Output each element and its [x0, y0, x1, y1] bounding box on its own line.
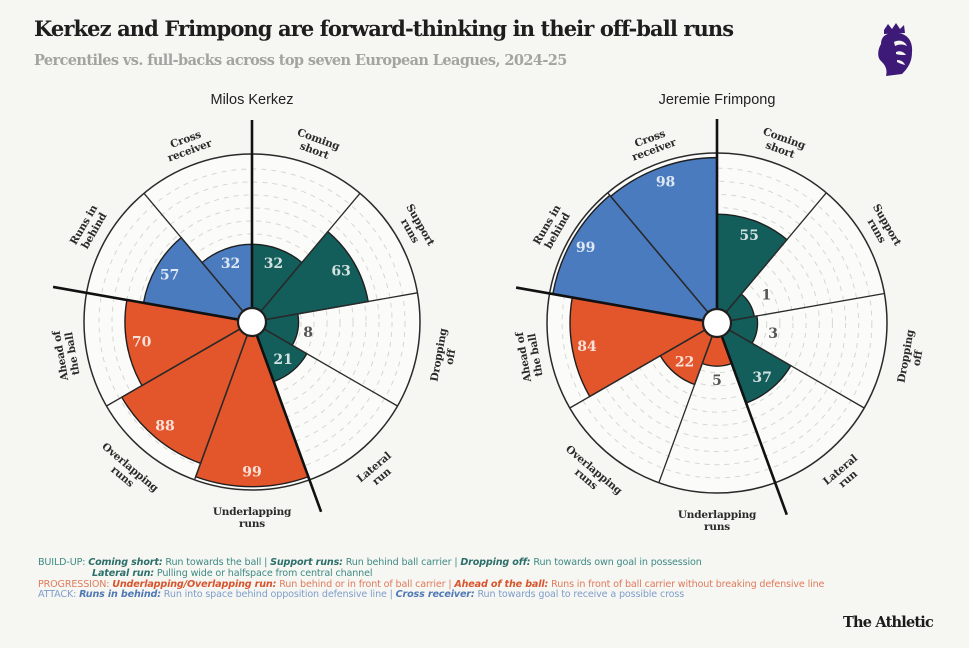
the-athletic-logo: The Athletic — [843, 614, 934, 631]
group-separator — [255, 334, 323, 513]
grid-circle — [111, 181, 393, 463]
spoke-line — [263, 328, 398, 407]
legend-build-up-line2: Lateral run: Pulling wide or halfspace f… — [92, 567, 373, 579]
spoke-line — [265, 292, 418, 321]
center-hole — [236, 306, 268, 338]
legend-attack: ATTACK: Runs in behind: Run into space b… — [38, 589, 685, 601]
category-label: Comingshort — [291, 126, 342, 164]
center-hole — [701, 307, 733, 339]
value-label: 32 — [264, 256, 283, 272]
grid-circle — [137, 207, 367, 437]
category-label: Lateralrun — [821, 452, 868, 497]
value-label: 99 — [242, 465, 261, 481]
polar-charts: Milos Kerkez 32 63 8 21 99 88 70 57 32 Comingshort… — [50, 92, 929, 533]
category-label: Droppingoff — [896, 328, 929, 386]
value-label: 84 — [577, 339, 597, 355]
value-label: 88 — [155, 419, 174, 435]
legend-build-up: BUILD-UP: Coming short: Run towards the … — [38, 557, 702, 568]
group-separator — [52, 285, 239, 321]
legend: BUILD-UP: Coming short: Run towards the … — [38, 557, 825, 601]
spoke-line — [730, 292, 885, 322]
premier-league-lion-icon — [878, 23, 913, 76]
grid-circle — [150, 220, 354, 424]
legend-progression: PROGRESSION: Underlapping/Overlapping ru… — [38, 578, 825, 590]
spoke-line — [725, 192, 827, 313]
category-label: Droppingoff — [429, 327, 462, 385]
grid-circle — [124, 194, 380, 450]
spoke-line — [607, 192, 709, 313]
group-separator — [720, 335, 788, 516]
chart-title: Kerkez and Frimpong are forward-thinking… — [34, 16, 734, 41]
category-label: Comingshort — [757, 126, 808, 164]
category-label: Crossreceiver — [626, 125, 678, 164]
category-label: Underlapping runs — [213, 506, 292, 530]
player-name: Milos Kerkez — [211, 92, 294, 108]
grid-circle — [640, 246, 794, 400]
value-label: 32 — [221, 256, 240, 272]
chart-subtitle: Percentiles vs. full-backs across top se… — [34, 52, 567, 69]
value-label: 99 — [576, 240, 595, 256]
category-label: Ahead ofthe ball — [513, 328, 546, 384]
frimpong-polar-chart: Jeremie Frimpong 55 1 3 37 5 22 84 99 98 Comingsho… — [513, 92, 929, 533]
value-label: 57 — [160, 267, 179, 283]
category-label: Crossreceiver — [162, 126, 214, 165]
grid-circle — [574, 180, 860, 466]
spoke-line — [569, 329, 706, 409]
spoke-line — [193, 334, 248, 481]
value-label: 5 — [712, 373, 722, 389]
value-label: 37 — [752, 370, 771, 386]
value-label: 55 — [739, 228, 758, 244]
spoke-line — [728, 329, 865, 409]
value-label: 3 — [768, 326, 778, 342]
value-label: 22 — [675, 355, 694, 371]
category-label: Lateralrun — [355, 450, 402, 495]
category-label: Underlapping runs — [678, 509, 757, 533]
value-label: 70 — [132, 334, 152, 350]
value-label: 8 — [303, 325, 313, 341]
kerkez-polar-chart: Milos Kerkez 32 63 8 21 99 88 70 57 32 Comingshort… — [50, 92, 462, 530]
category-label: Ahead ofthe ball — [50, 326, 83, 382]
spoke-line — [260, 192, 361, 312]
spoke-line — [658, 335, 713, 483]
value-label: 21 — [273, 352, 292, 368]
player-name: Jeremie Frimpong — [659, 92, 776, 108]
grid-circle — [627, 233, 807, 413]
value-label: 1 — [761, 288, 771, 304]
value-label: 63 — [331, 264, 350, 280]
spoke-line — [106, 328, 241, 407]
group-separator — [515, 286, 704, 322]
value-label: 98 — [656, 175, 675, 191]
grid-circle — [561, 167, 873, 479]
grid-circle — [653, 259, 781, 387]
spoke-line — [143, 192, 244, 312]
